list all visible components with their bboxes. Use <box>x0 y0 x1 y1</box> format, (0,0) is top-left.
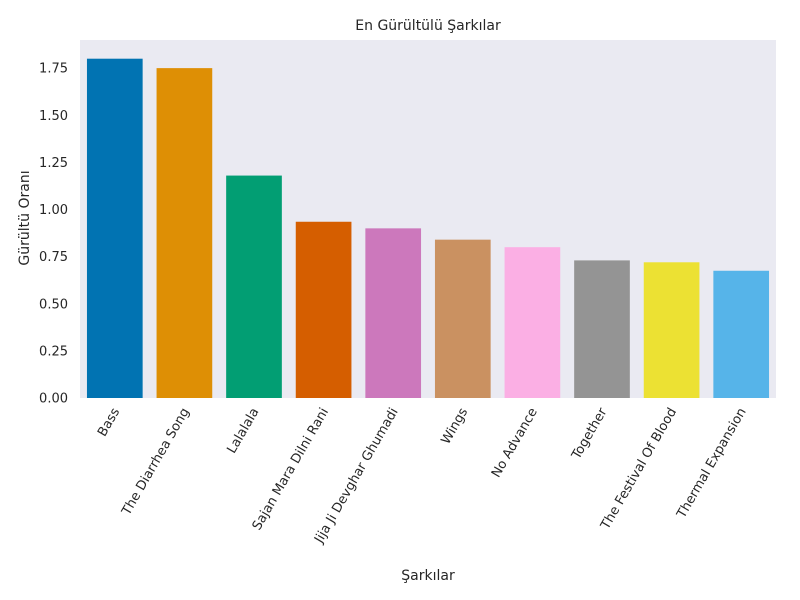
y-tick-label: 0.50 <box>39 297 68 312</box>
bar <box>226 175 282 398</box>
y-tick-label: 0.75 <box>39 250 68 265</box>
x-tick-label: Together <box>569 405 611 463</box>
bar <box>365 228 422 398</box>
bar <box>504 247 561 398</box>
x-tick-label: No Advance <box>489 406 541 481</box>
y-tick-label: 1.00 <box>39 203 68 218</box>
y-tick-label: 1.50 <box>39 109 68 124</box>
bar <box>295 221 352 398</box>
bar <box>574 260 630 398</box>
bars <box>86 58 770 398</box>
x-tick-label: Bass <box>95 405 123 439</box>
bar <box>643 262 700 398</box>
x-tick-label: Thermal Expansion <box>674 406 750 522</box>
y-tick-label: 1.25 <box>39 156 68 171</box>
x-tick-label: Jija Ji Devghar Ghumadi <box>311 406 401 547</box>
y-tick-label: 0.25 <box>39 344 68 359</box>
x-tick-label: The Diarrhea Song <box>119 406 193 519</box>
bar <box>86 58 143 398</box>
x-tick-label: Lalalala <box>224 406 262 457</box>
bar <box>156 68 213 398</box>
y-tick-label: 0.00 <box>39 392 68 407</box>
x-axis-title: Şarkılar <box>401 568 455 584</box>
x-tick-label: The Festival Of Blood <box>598 406 680 534</box>
y-axis-title: Gürültü Oranı <box>17 170 33 265</box>
y-tick-label: 1.75 <box>39 62 68 77</box>
chart-title: En Gürültülü Şarkılar <box>355 18 501 34</box>
x-tick-label: Wings <box>439 405 472 447</box>
bar <box>434 239 491 398</box>
y-axis-ticks: 0.00 0.25 0.50 0.75 1.00 1.25 1.50 1.75 <box>39 62 68 407</box>
bar <box>713 270 770 398</box>
x-tick-label: Sajan Mara Dilni Rani <box>250 406 332 534</box>
